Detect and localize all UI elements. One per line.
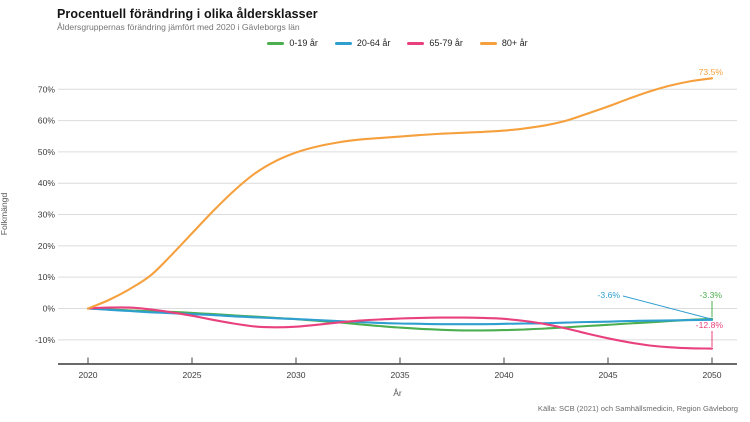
x-tick-label: 2030	[286, 370, 305, 380]
y-tick-label: 20%	[38, 241, 56, 251]
x-tick-label: 2020	[78, 370, 97, 380]
series-end-label: -3.3%	[700, 290, 723, 300]
series-line-20-64år	[86, 307, 714, 326]
legend-item[interactable]: 65-79 år	[407, 38, 463, 48]
legend-item[interactable]: 0-19 år	[267, 38, 318, 48]
legend-item-label: 65-79 år	[429, 38, 463, 48]
series-end-label: 73.5%	[699, 67, 724, 77]
y-tick-label: 60%	[38, 116, 56, 126]
y-tick-label: 10%	[38, 272, 56, 282]
chart-subtitle: Åldersgruppernas förändring jämfört med …	[57, 22, 300, 32]
x-tick-label: 2035	[390, 370, 409, 380]
series-end-label: -12.8%	[696, 320, 724, 330]
x-tick-label: 2040	[494, 370, 513, 380]
y-axis-title: Folkmängd	[0, 192, 9, 236]
y-tick-label: 40%	[38, 178, 56, 188]
source-caption: Källa: SCB (2021) och Samhällsmedicin, R…	[537, 404, 738, 413]
chart-title: Procentuell förändring i olika ålderskla…	[57, 7, 318, 21]
series-line-65-79år	[86, 306, 714, 350]
legend-swatch-icon	[334, 41, 352, 45]
y-tick-label: 0%	[43, 304, 56, 314]
legend-swatch-icon	[479, 41, 497, 45]
series-line-80+år	[86, 77, 714, 310]
series-end-label: -3.6%	[598, 290, 621, 300]
end-label-leader	[622, 295, 712, 320]
y-tick-label: -10%	[35, 335, 55, 345]
x-tick-label: 2045	[598, 370, 617, 380]
series-line-0-19år	[86, 307, 714, 332]
y-tick-label: 50%	[38, 147, 56, 157]
legend-swatch-icon	[267, 41, 285, 45]
legend-item-label: 0-19 år	[289, 38, 318, 48]
legend: 0-19 år 20-64 år 65-79 år 80+ år	[58, 38, 737, 48]
y-tick-label: 70%	[38, 84, 56, 94]
x-axis-title: År	[393, 388, 402, 398]
x-tick-label: 2025	[182, 370, 201, 380]
legend-item-label: 80+ år	[501, 38, 528, 48]
legend-swatch-icon	[407, 41, 425, 45]
y-tick-label: 30%	[38, 210, 56, 220]
x-tick-label: 2050	[702, 370, 721, 380]
legend-item[interactable]: 80+ år	[479, 38, 528, 48]
legend-item[interactable]: 20-64 år	[334, 38, 391, 48]
legend-item-label: 20-64 år	[356, 38, 391, 48]
